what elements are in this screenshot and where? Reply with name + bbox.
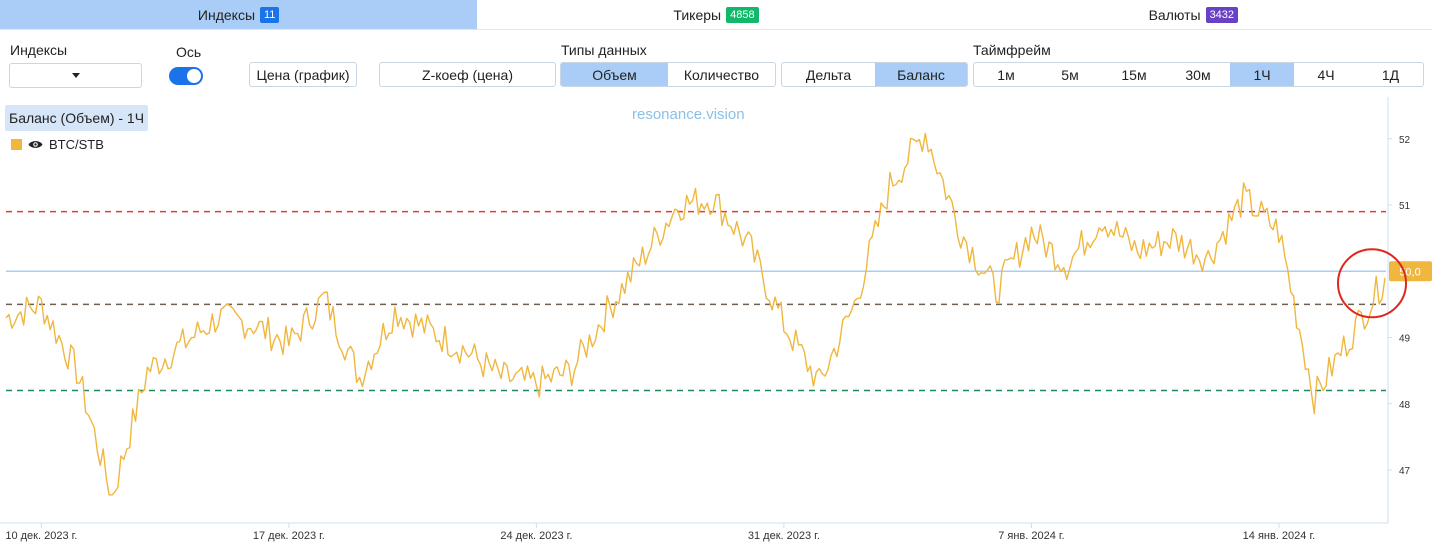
tab-currencies[interactable]: Валюты 3432 (954, 0, 1432, 30)
price-chart-button[interactable]: Цена (график) (249, 62, 357, 87)
legend-label: BTC/STB (49, 137, 104, 152)
timeframe-30m[interactable]: 30м (1185, 66, 1211, 83)
controls-bar: Индексы Ось Цена (график) Z-коеф (цена) … (0, 30, 1432, 96)
timeframe-15m[interactable]: 15м (1121, 66, 1147, 83)
timeframe-1d[interactable]: 1Д (1381, 66, 1400, 83)
legend: BTC/STB (11, 137, 104, 152)
data-types-group: Объем Количество (560, 62, 776, 87)
y-tick-label: 47 (1399, 466, 1411, 477)
chart-area[interactable]: 47484950515210 дек. 2023 г.17 дек. 2023 … (0, 97, 1432, 550)
y-tick-label: 52 (1399, 135, 1411, 146)
watermark: resonance.vision (632, 106, 745, 123)
current-value-marker (1389, 261, 1432, 282)
tab-currencies-count: 3432 (1205, 6, 1239, 23)
timeframe-1m[interactable]: 1м (997, 66, 1015, 83)
axis-label: Ось (176, 44, 202, 60)
tab-tickers-count: 4858 (726, 6, 759, 23)
toggle-knob (187, 69, 201, 83)
balance-chart[interactable]: 47484950515210 дек. 2023 г.17 дек. 2023 … (0, 97, 1432, 550)
timeframe-1h[interactable]: 1Ч (1230, 63, 1294, 86)
x-tick-label: 31 дек. 2023 г. (748, 530, 820, 542)
y-tick-label: 49 (1399, 334, 1411, 345)
highlight-circle (1337, 248, 1407, 319)
mode-delta[interactable]: Дельта (805, 66, 852, 83)
timeframe-5m[interactable]: 5м (1061, 66, 1079, 83)
y-tick-label: 48 (1399, 400, 1411, 411)
tab-tickers-label: Тикеры (673, 6, 722, 23)
chart-title: Баланс (Объем) - 1Ч (5, 105, 149, 131)
chevron-down-icon (71, 73, 80, 78)
x-tick-label: 10 дек. 2023 г. (5, 530, 77, 542)
timeframe-4h[interactable]: 4Ч (1317, 66, 1335, 83)
x-tick-label: 14 янв. 2024 г. (1243, 530, 1316, 542)
x-tick-label: 7 янв. 2024 г. (998, 530, 1064, 542)
data-type-quantity[interactable]: Количество (683, 66, 760, 83)
zcoef-button[interactable]: Z-коеф (цена) (379, 62, 556, 87)
tab-indexes-label: Индексы (197, 6, 255, 23)
eye-icon[interactable] (28, 139, 43, 150)
mode-group: Дельта Баланс (781, 62, 968, 87)
top-tabs: Индексы 11 Тикеры 4858 Валюты 3432 (0, 0, 1432, 30)
indexes-label: Индексы (10, 42, 68, 58)
y-tick-label: 51 (1399, 201, 1411, 212)
indexes-dropdown[interactable] (9, 63, 142, 88)
tab-indexes[interactable]: Индексы 11 (0, 0, 478, 30)
tab-tickers[interactable]: Тикеры 4858 (477, 0, 955, 30)
timeframe-group: 1м 5м 15м 30м 1Ч 4Ч 1Д (973, 62, 1424, 87)
data-types-label: Типы данных (561, 42, 647, 58)
tab-indexes-count: 11 (260, 6, 280, 23)
x-tick-label: 17 дек. 2023 г. (253, 530, 325, 542)
series-line-btc-stb (5, 132, 1386, 496)
mode-balance[interactable]: Баланс (875, 63, 967, 86)
x-tick-label: 24 дек. 2023 г. (500, 530, 572, 542)
data-type-volume[interactable]: Объем (561, 63, 668, 86)
tab-currencies-label: Валюты (1148, 6, 1201, 23)
legend-swatch (11, 139, 22, 150)
axis-toggle[interactable] (169, 67, 203, 85)
timeframe-label: Таймфрейм (973, 42, 1051, 58)
